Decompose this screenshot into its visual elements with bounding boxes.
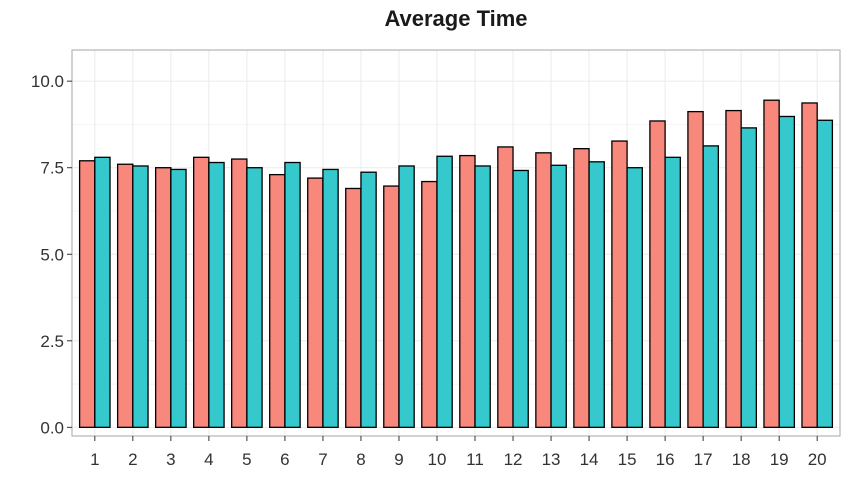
bar-series-1-1	[78, 160, 96, 428]
bar-series-1-10	[421, 180, 438, 428]
bar-series-2-17	[702, 145, 719, 428]
x-tick-label: 15	[618, 450, 637, 469]
x-tick-label: 3	[166, 450, 175, 469]
bar-series-1-7	[307, 177, 324, 428]
x-tick-label: 10	[428, 450, 447, 469]
x-tick-label: 1	[90, 450, 99, 469]
bar-series-1-2	[116, 163, 134, 428]
bar-series-1-6	[269, 173, 286, 428]
bar-series-2-4	[208, 161, 225, 428]
x-tick-label: 9	[394, 450, 403, 469]
y-tick-label: 7.5	[40, 159, 64, 178]
y-tick-label: 10.0	[31, 72, 64, 91]
bar-series-2-12	[512, 169, 529, 428]
x-tick-label: 2	[128, 450, 137, 469]
bar-series-1-8	[345, 187, 362, 428]
y-tick-label: 0.0	[40, 418, 64, 437]
grid	[72, 50, 840, 436]
x-tick-label: 18	[732, 450, 751, 469]
x-tick-label: 8	[356, 450, 365, 469]
x-tick-label: 14	[580, 450, 599, 469]
bar-series-1-20	[801, 102, 818, 428]
bar-series-2-9	[398, 165, 415, 428]
bar-series-2-3	[170, 168, 187, 428]
bar-series-2-20	[816, 119, 834, 428]
x-axis: 1 2 3 4 5 6 7 8 9 10 11 12 13 14 15 16 17 18 19 20	[90, 436, 827, 469]
bar-series-1-14	[573, 148, 590, 428]
x-tick-label: 7	[318, 450, 327, 469]
bar-series-1-18	[725, 109, 742, 428]
x-tick-label: 11	[466, 450, 484, 469]
bar-series-1-19	[763, 99, 780, 428]
bar-series-2-6	[284, 161, 301, 428]
x-tick-label: 4	[204, 450, 213, 469]
bar-series-1-5	[231, 158, 248, 428]
x-tick-label: 6	[280, 450, 289, 469]
x-tick-label: 12	[504, 450, 523, 469]
bar-series-1-17	[687, 110, 704, 428]
y-tick-label: 2.5	[40, 332, 64, 351]
bar-series-2-19	[778, 115, 796, 428]
bar-series-2-13	[550, 164, 567, 428]
bar-series-1-16	[649, 120, 666, 428]
y-tick-label: 5.0	[40, 245, 64, 264]
bar-series-2-11	[474, 165, 491, 428]
x-tick-label: 17	[694, 450, 713, 469]
x-tick-label: 5	[242, 450, 251, 469]
bar-series-1-11	[459, 154, 476, 428]
bar-series-2-7	[322, 168, 339, 428]
x-tick-label: 19	[770, 450, 789, 469]
bar-series-1-9	[383, 185, 400, 428]
plot-panel	[71, 49, 841, 437]
bar-series-2-1	[94, 156, 111, 428]
bar-series-2-14	[588, 161, 605, 428]
y-axis: 0.0 2.5 5.0 7.5 10.0	[31, 72, 72, 437]
bar-series-2-8	[360, 171, 377, 428]
bar-series-1-12	[497, 146, 514, 428]
bar-series-1-15	[611, 140, 628, 428]
bars	[78, 99, 834, 428]
x-tick-label: 13	[542, 450, 561, 469]
x-tick-label: 16	[656, 450, 675, 469]
bar-series-1-3	[154, 167, 172, 428]
bar-series-2-2	[132, 165, 149, 428]
x-tick-label: 20	[808, 450, 827, 469]
bar-series-1-13	[535, 152, 552, 428]
bar-series-2-16	[664, 156, 681, 428]
bar-series-2-10	[436, 155, 453, 428]
bar-series-1-4	[193, 156, 210, 428]
bar-series-2-15	[626, 167, 643, 428]
bar-series-2-5	[246, 167, 263, 428]
chart-title: Average Time	[384, 6, 527, 31]
bar-series-2-18	[740, 127, 758, 428]
